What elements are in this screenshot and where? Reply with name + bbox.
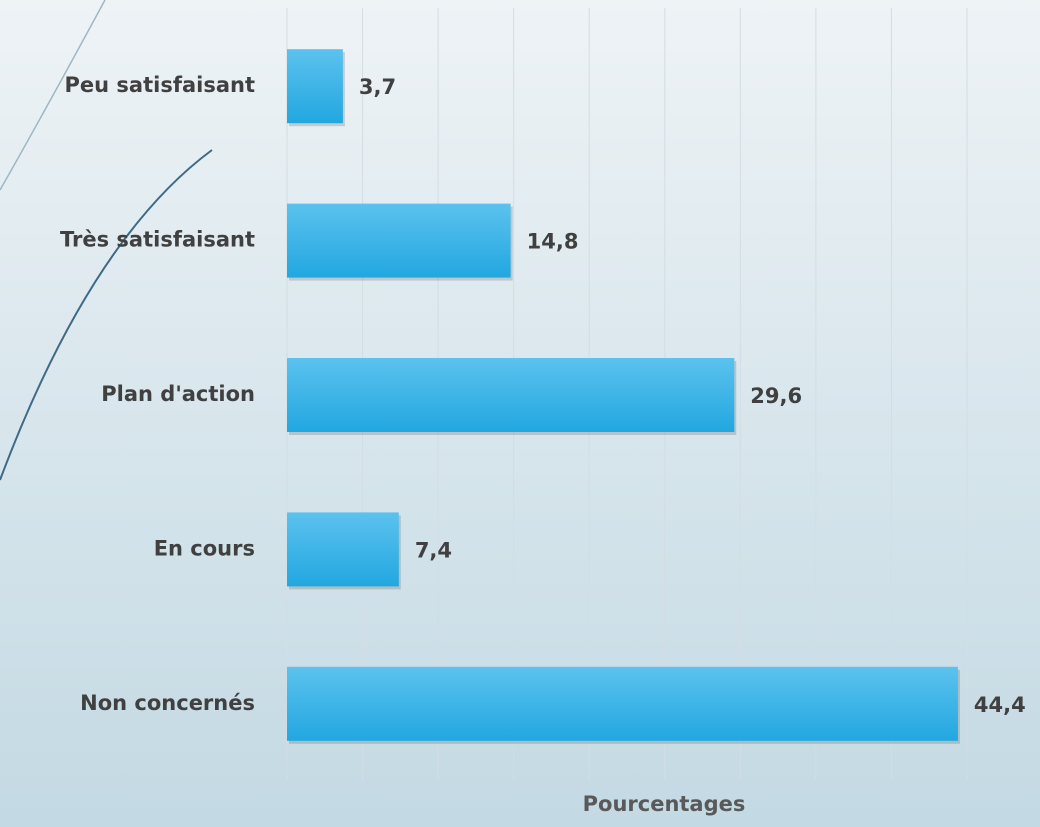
x-axis-title: Pourcentages xyxy=(583,792,746,816)
y-tick-label: Non concernés xyxy=(80,691,255,715)
data-label: 14,8 xyxy=(527,230,579,254)
y-tick-label: En cours xyxy=(154,536,255,560)
data-label: 29,6 xyxy=(750,384,802,408)
bar xyxy=(287,358,735,432)
data-label: 3,7 xyxy=(359,75,396,99)
bar xyxy=(287,666,958,741)
decor-curve xyxy=(0,0,106,191)
y-tick-label: Peu satisfaisant xyxy=(65,73,255,97)
bar xyxy=(287,512,399,587)
y-tick-label: Très satisfaisant xyxy=(60,228,255,252)
data-label: 7,4 xyxy=(415,538,452,562)
bar xyxy=(287,49,343,124)
data-label: 44,4 xyxy=(974,693,1026,717)
decor-curve xyxy=(0,149,213,481)
bar xyxy=(287,203,511,278)
y-tick-label: Plan d'action xyxy=(101,382,255,406)
